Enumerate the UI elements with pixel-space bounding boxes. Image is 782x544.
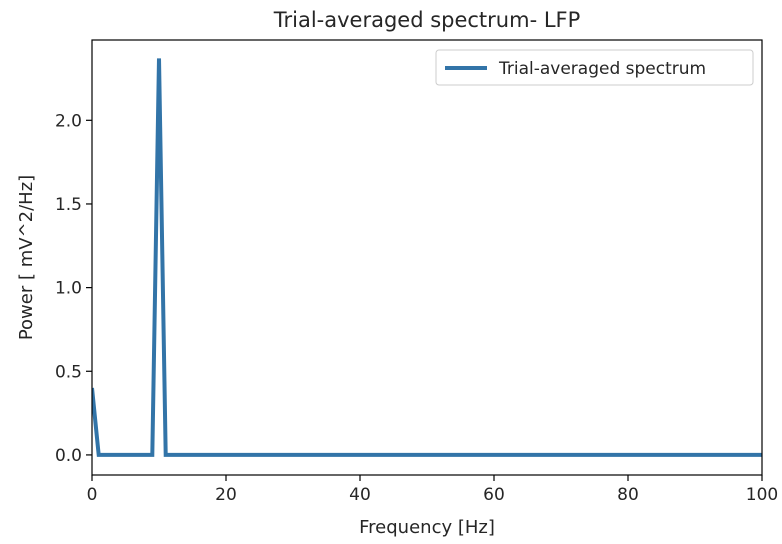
y-axis-label: Power [ mV^2/Hz]	[16, 175, 37, 340]
x-tick-label: 100	[746, 485, 778, 505]
y-tick-label: 1.5	[55, 195, 82, 215]
legend: Trial-averaged spectrum	[435, 49, 754, 86]
plot-area	[91, 39, 763, 476]
y-tick-label: 1.0	[55, 279, 82, 299]
x-tick-label: 0	[87, 485, 98, 505]
y-axis: 0.0 0.5 1.0 1.5 2.0	[55, 111, 92, 466]
series-line-0	[92, 58, 762, 457]
y-tick-label: 0.0	[55, 446, 82, 466]
x-tick-label: 80	[617, 485, 639, 505]
chart-title: Trial-averaged spectrum- LFP	[273, 8, 581, 32]
y-tick-label: 2.0	[55, 111, 82, 131]
plot-frame	[91, 39, 763, 476]
series-layer	[92, 58, 762, 457]
y-tick-label: 0.5	[55, 362, 82, 382]
x-tick-label: 60	[483, 485, 505, 505]
x-tick-label: 20	[215, 485, 237, 505]
x-axis: 0 20 40 60 80 100	[87, 475, 778, 505]
legend-box	[435, 49, 754, 86]
legend-label-trial-averaged-spectrum: Trial-averaged spectrum	[498, 59, 706, 79]
x-axis-label: Frequency [Hz]	[359, 517, 495, 538]
x-tick-label: 40	[349, 485, 371, 505]
